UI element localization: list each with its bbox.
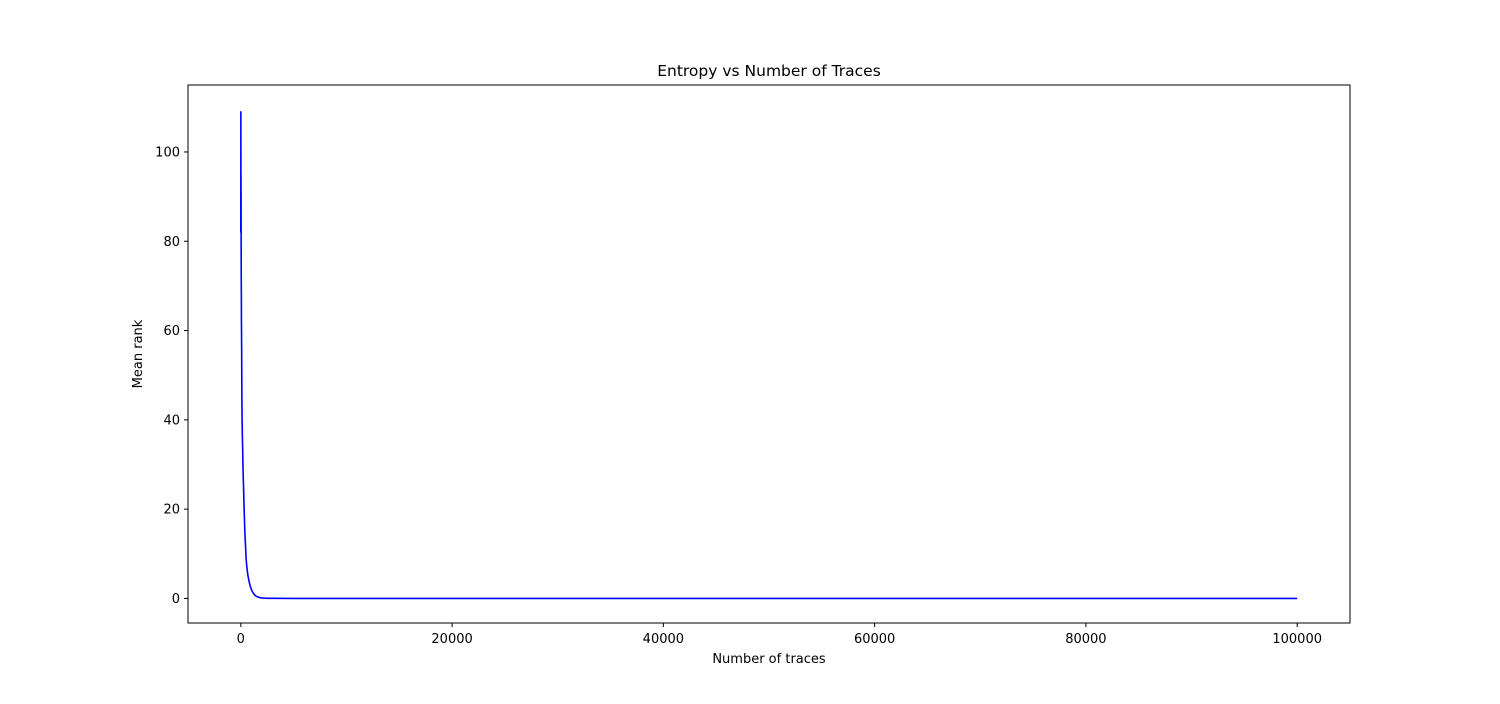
- y-tick-label: 20: [163, 503, 180, 518]
- y-axis-label: Mean rank: [131, 319, 146, 388]
- y-tick-label: 0: [172, 592, 180, 607]
- plot-frame: [187, 84, 1351, 624]
- x-axis: 0 20000 40000 60000 80000 100000: [237, 623, 1322, 647]
- x-axis-label: Number of traces: [712, 652, 826, 667]
- plot-background: [188, 85, 1350, 623]
- y-tick-label: 60: [163, 324, 180, 339]
- y-tick-label: 100: [155, 145, 180, 160]
- series-line-1: [240, 110, 1298, 600]
- x-tick-label: 20000: [431, 632, 472, 647]
- plot-area: [188, 85, 1350, 623]
- x-tick-label: 0: [237, 632, 245, 647]
- y-tick-label: 40: [163, 413, 180, 428]
- series-layer: [240, 110, 1298, 600]
- y-tick-label: 80: [163, 235, 180, 250]
- chart-title: Entropy vs Number of Traces: [657, 62, 881, 80]
- x-tick-label: 80000: [1065, 632, 1106, 647]
- x-tick-label: 100000: [1272, 632, 1322, 647]
- x-tick-label: 40000: [643, 632, 684, 647]
- y-axis: 0 20 40 60 80 100: [155, 145, 188, 607]
- x-tick-label: 60000: [854, 632, 895, 647]
